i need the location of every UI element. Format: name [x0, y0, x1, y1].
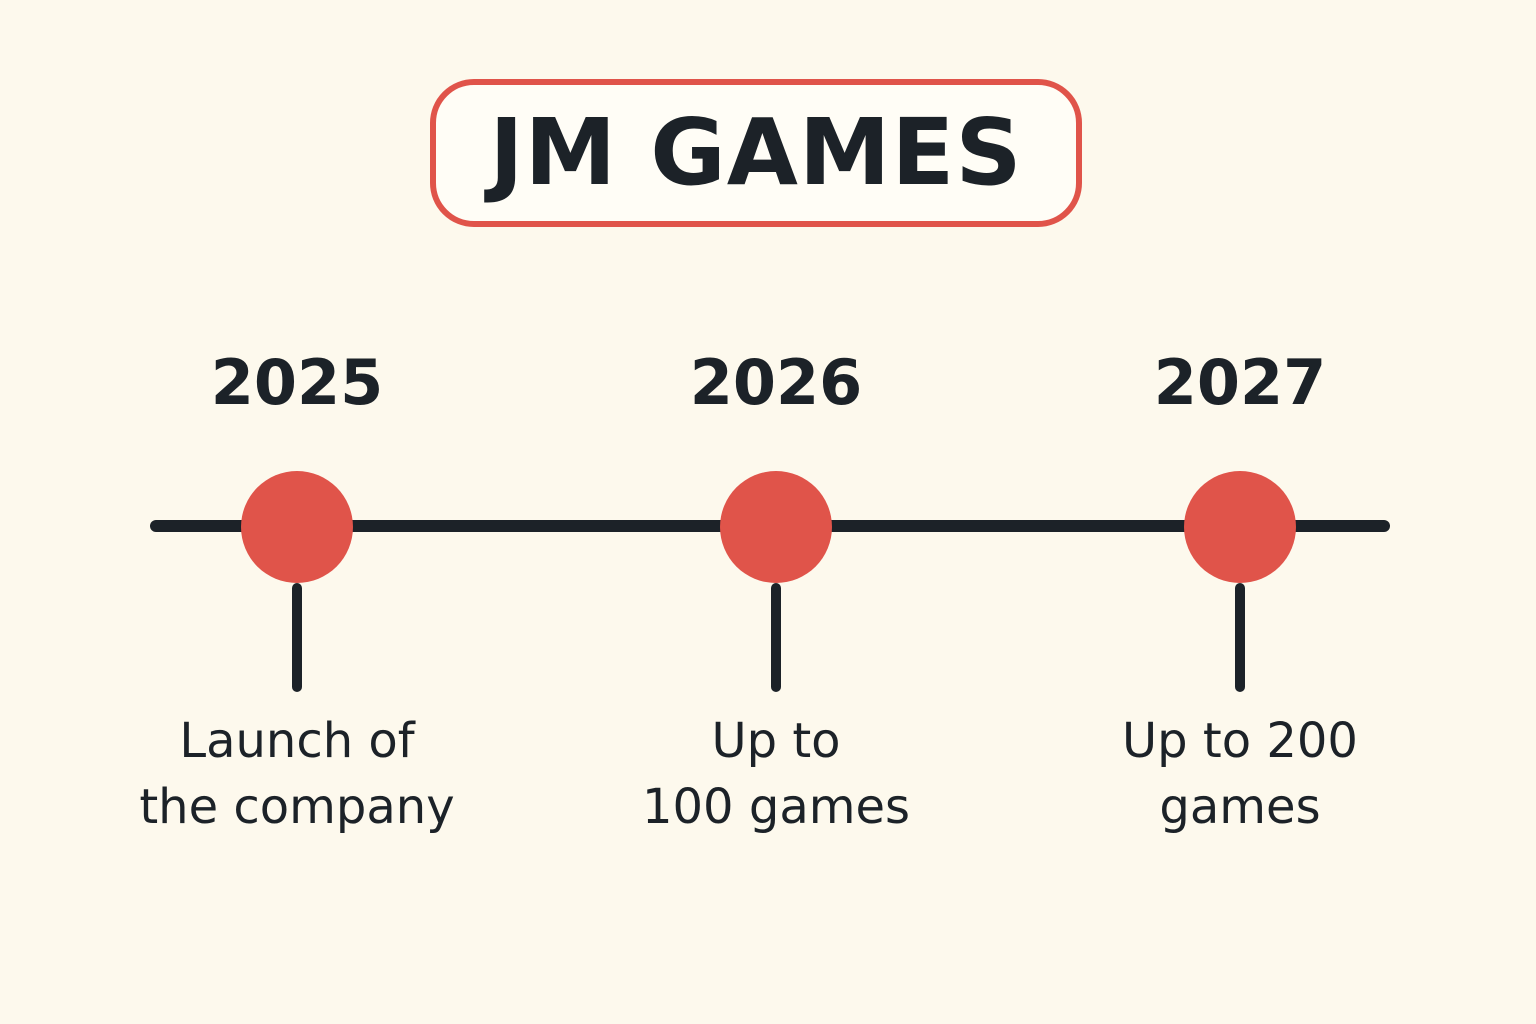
milestone-description-line: games [1159, 779, 1321, 835]
milestone-description-line: Up to [711, 713, 841, 769]
title-badge: JM GAMES [430, 79, 1082, 227]
page-title: JM GAMES [489, 99, 1023, 206]
milestone-connector [292, 583, 302, 692]
milestone-description-line: Up to 200 [1122, 713, 1358, 769]
milestone-description: Up to 200 games [1050, 708, 1430, 840]
milestone-year: 2027 [1153, 346, 1327, 419]
milestone-connector [1235, 583, 1245, 692]
milestone-connector [771, 583, 781, 692]
milestone-description: Up to 100 games [586, 708, 966, 840]
milestone-year: 2026 [689, 346, 863, 419]
milestone-description-line: Launch of [179, 713, 415, 769]
milestone-dot [720, 471, 832, 583]
milestone-dot [241, 471, 353, 583]
milestone-description: Launch of the company [107, 708, 487, 840]
milestone-description-line: 100 games [641, 779, 911, 835]
milestone-description-line: the company [139, 779, 455, 835]
milestone-dot [1184, 471, 1296, 583]
milestone-year: 2025 [210, 346, 384, 419]
